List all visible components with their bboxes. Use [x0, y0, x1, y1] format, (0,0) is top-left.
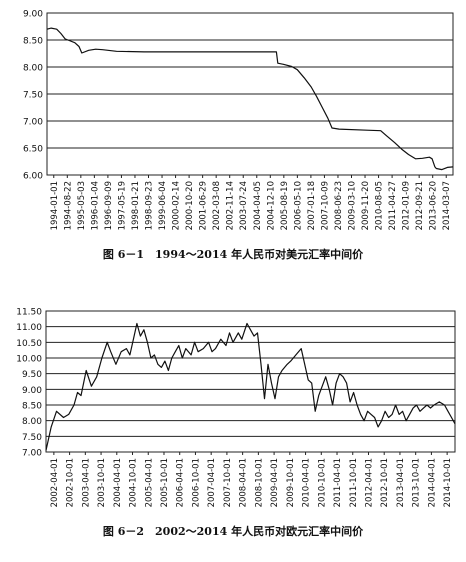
x-tick-label: 2011-04-01 — [333, 458, 343, 507]
y-tick-label: 7.00 — [23, 118, 43, 128]
x-tick-label: 1997-05-19 — [117, 181, 127, 230]
x-tick-label: 1994-08-22 — [63, 181, 73, 230]
chart1-caption: 图 6－1 1994～2014 年人民币对美元汇率中间价 — [103, 247, 364, 261]
x-tick-label: 2014-10-01 — [443, 458, 453, 507]
x-tick-label: 2000-02-14 — [172, 181, 182, 230]
x-tick-label: 2000-10-20 — [185, 181, 195, 230]
chart-eur-cny: 7.00 7.50 8.00 8.50 9.00 9.50 10.00 10.50 11.00 1… — [16, 308, 456, 507]
x-tick-label: 2014-03-07 — [442, 181, 452, 230]
series-line — [45, 322, 456, 451]
y-tick-label: 8.00 — [23, 64, 43, 74]
y-tick-label: 7.50 — [22, 433, 42, 443]
y-tick-label: 9.50 — [22, 370, 42, 380]
x-tick-label: 1998-09-23 — [145, 181, 155, 230]
x-tick-label: 2008-04-01 — [239, 458, 249, 507]
x-tick-label: 2007-01-18 — [307, 181, 317, 230]
y-tick-label: 6.50 — [23, 145, 43, 155]
x-tick-label: 2001-06-29 — [199, 181, 209, 230]
x-tick-label: 2007-04-01 — [207, 458, 217, 507]
x-tick-label: 2006-04-01 — [176, 458, 186, 507]
x-tick-label: 1996-09-09 — [104, 181, 114, 230]
y-tick-label: 7.50 — [23, 91, 43, 101]
x-tick-label: 1994-01-01 — [50, 181, 60, 230]
x-tick-label: 2009-11-20 — [361, 181, 371, 230]
x-tick-label: 2003-07-24 — [239, 181, 249, 230]
chart2-caption: 图 6－2 2002～2014 年人民币对欧元汇率中间价 — [103, 524, 364, 538]
x-tick-label: 2009-03-10 — [348, 181, 358, 230]
x-tick-label: 1995-05-03 — [77, 181, 87, 230]
x-tick-label: 2006-10-01 — [191, 458, 201, 507]
x-tick-label: 2010-10-01 — [317, 458, 327, 507]
x-tick-label: 2010-08-05 — [375, 181, 385, 230]
x-tick-label: 2010-04-01 — [302, 458, 312, 507]
x-tick-label: 2013-10-01 — [412, 458, 422, 507]
y-tick-label: 8.00 — [22, 417, 42, 427]
x-tick-label: 1998-01-21 — [131, 181, 141, 230]
x-tick-label: 2005-04-01 — [144, 458, 154, 507]
series-line — [46, 27, 454, 171]
x-tick-label: 2003-10-01 — [97, 458, 107, 507]
x-tick-label: 2012-09-21 — [415, 181, 425, 230]
x-tick-label: 2002-04-01 — [50, 458, 60, 507]
y-tick-label: 9.00 — [23, 10, 43, 20]
y-tick-label: 9.00 — [22, 386, 42, 396]
x-tick-label: 2005-08-19 — [280, 181, 290, 230]
x-tick-label: 2002-03-08 — [212, 181, 222, 230]
x-tick-label: 2003-04-01 — [81, 458, 91, 507]
y-tick-label: 6.00 — [23, 172, 43, 182]
plot-area — [45, 310, 456, 453]
y-tick-label: 11.50 — [16, 308, 42, 318]
x-tick-label: 2005-10-01 — [160, 458, 170, 507]
x-tick-label: 2011-04-27 — [388, 181, 398, 230]
x-tick-label: 2009-10-01 — [286, 458, 296, 507]
y-tick-label: 10.00 — [16, 355, 42, 365]
x-tick-label: 2004-12-10 — [266, 181, 276, 230]
x-tick-label: 2007-10-01 — [223, 458, 233, 507]
x-tick-label: 1999-06-04 — [158, 181, 168, 230]
y-tick-label: 8.50 — [22, 402, 42, 412]
x-tick-label: 2002-11-14 — [226, 181, 236, 230]
x-tick-label: 2014-04-01 — [427, 458, 437, 507]
x-tick-label: 2004-04-01 — [113, 458, 123, 507]
x-tick-label: 2002-10-01 — [66, 458, 76, 507]
x-tick-label: 2006-05-10 — [293, 181, 303, 230]
x-tick-label: 2011-10-01 — [349, 458, 359, 507]
y-tick-label: 11.00 — [16, 323, 42, 333]
x-tick-label: 2004-04-05 — [253, 181, 263, 230]
chart-usd-cny: 6.006.507.007.508.008.509.00 1994-01-01 1… — [23, 10, 454, 230]
x-tick-label: 2004-10-01 — [129, 458, 139, 507]
x-tick-label: 1996-01-04 — [90, 181, 100, 230]
x-tick-label: 2008-10-01 — [254, 458, 264, 507]
y-tick-label: 8.50 — [23, 37, 43, 47]
x-tick-label: 2013-06-20 — [429, 181, 439, 230]
x-tick-label: 2008-06-23 — [334, 181, 344, 230]
y-tick-label: 10.50 — [16, 339, 42, 349]
x-tick-label: 2009-04-01 — [270, 458, 280, 507]
y-tick-label: 7.00 — [22, 449, 42, 459]
x-tick-label: 2013-04-01 — [396, 458, 406, 507]
x-tick-label: 2012-01-09 — [402, 181, 412, 230]
x-tick-label: 2012-10-01 — [380, 458, 390, 507]
x-tick-label: 2012-04-01 — [364, 458, 374, 507]
x-tick-label: 2007-10-09 — [320, 181, 330, 230]
